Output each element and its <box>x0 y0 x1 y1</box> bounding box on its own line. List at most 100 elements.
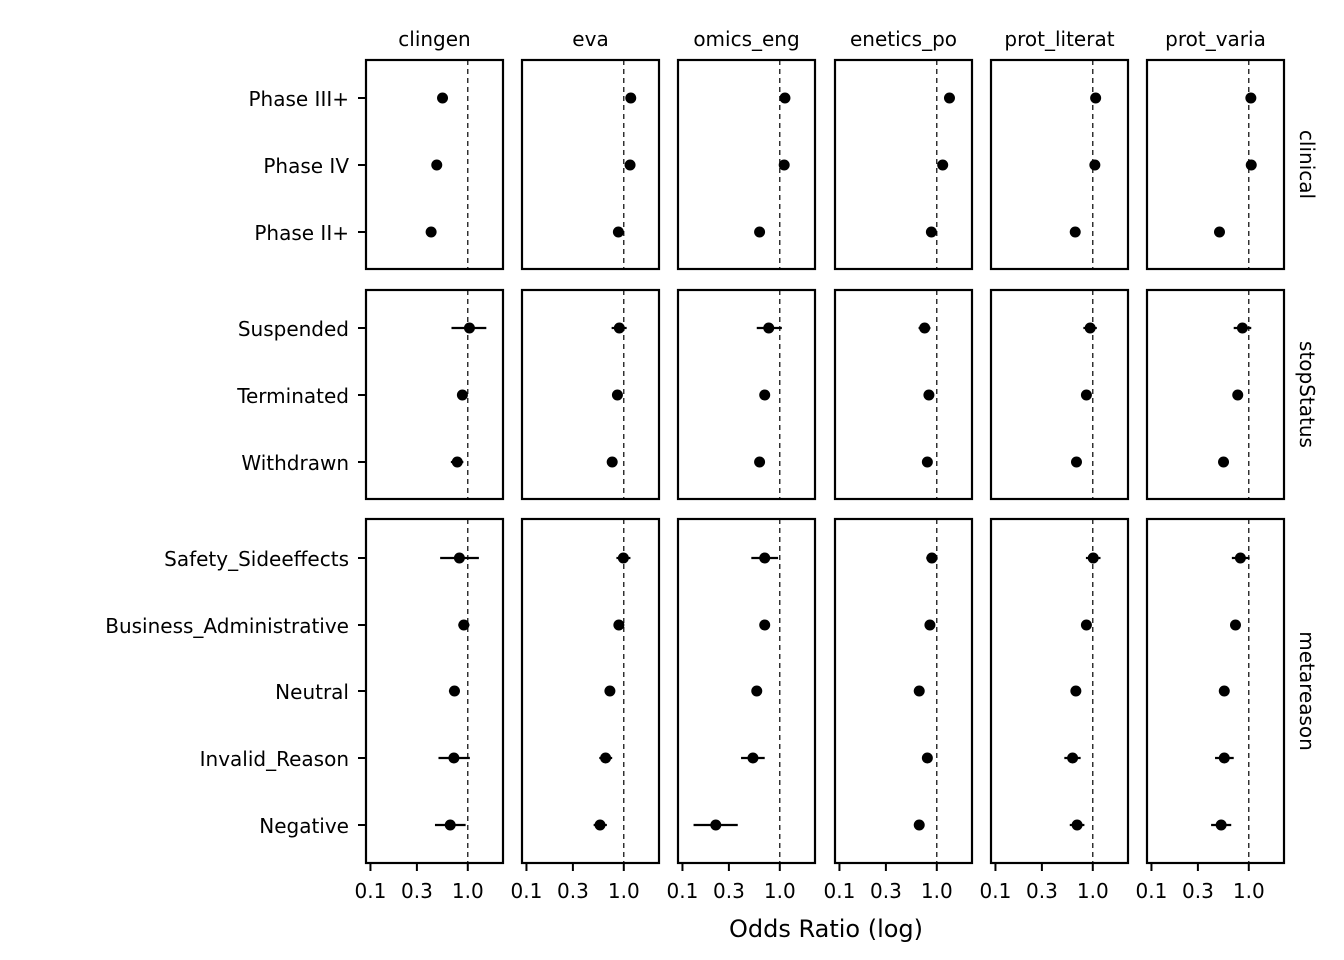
panel-metareason-genomics_eng <box>676 517 817 865</box>
panel-stopStatus-clingen <box>364 288 505 501</box>
point-estimate <box>1234 552 1246 564</box>
x-tick-label: 0.3 <box>1026 879 1058 903</box>
point-estimate <box>754 226 766 238</box>
point-estimate <box>1069 226 1081 238</box>
row-strip-label: metareason <box>1295 631 1319 751</box>
point-estimate <box>747 752 759 764</box>
point-estimate <box>937 159 949 171</box>
x-tick-label: 0.3 <box>870 879 902 903</box>
point-estimate <box>919 322 931 334</box>
point-estimate <box>779 92 791 104</box>
point-estimate <box>625 92 637 104</box>
panel-clinical-genomics_eng <box>676 58 817 271</box>
point-estimate <box>1245 92 1257 104</box>
point-estimate <box>431 159 443 171</box>
point-estimate <box>1067 752 1079 764</box>
x-tick-label: 0.3 <box>713 879 745 903</box>
y-tick-label: Invalid_Reason <box>200 747 349 771</box>
column-strip-label: eva <box>572 27 608 51</box>
x-tick-label: 1.0 <box>921 879 953 903</box>
panel-frame <box>1145 288 1286 501</box>
x-tick-label: 1.0 <box>764 879 796 903</box>
point-estimate <box>924 619 936 631</box>
y-tick-label: Phase II+ <box>254 221 349 245</box>
point-estimate <box>600 752 612 764</box>
x-tick-label: 0.3 <box>557 879 589 903</box>
y-tick-label: Phase IV <box>263 154 349 178</box>
panel-metareason-uniprot_literat <box>989 517 1130 865</box>
panel-stopStatus-genomics_eng <box>676 288 817 501</box>
point-estimate <box>458 619 470 631</box>
point-estimate <box>913 685 925 697</box>
point-estimate <box>594 819 606 831</box>
column-strip-label: prot_varia <box>1165 27 1266 51</box>
panel-metareason-uniprot_varia <box>1145 517 1286 865</box>
panel-clinical-uniprot_varia <box>1145 58 1286 271</box>
point-estimate <box>451 456 463 468</box>
panel-frame <box>364 517 505 865</box>
panel-frame <box>833 58 974 271</box>
x-tick-label: 1.0 <box>1077 879 1109 903</box>
point-estimate <box>606 456 618 468</box>
point-estimate <box>1229 619 1241 631</box>
row-strip-label: stopStatus <box>1295 341 1319 448</box>
point-estimate <box>751 685 763 697</box>
point-estimate <box>1080 389 1092 401</box>
point-estimate <box>613 619 625 631</box>
point-estimate <box>1089 159 1101 171</box>
point-estimate <box>613 322 625 334</box>
x-tick-label: 0.3 <box>1182 879 1214 903</box>
column-strip-label: enetics_po <box>850 27 957 51</box>
panel-frame <box>676 517 817 865</box>
x-tick-label: 0.1 <box>667 879 699 903</box>
point-estimate <box>1087 552 1099 564</box>
point-estimate <box>1245 159 1257 171</box>
y-tick-label: Safety_Sideeffects <box>164 547 349 571</box>
panel-frame <box>364 58 505 271</box>
point-estimate <box>1218 685 1230 697</box>
x-tick-label: 0.1 <box>824 879 856 903</box>
panel-frame <box>1145 517 1286 865</box>
point-estimate <box>611 389 623 401</box>
point-estimate <box>456 389 468 401</box>
panel-metareason-genetics_po <box>833 517 974 865</box>
x-tick-label: 0.1 <box>1136 879 1168 903</box>
panel-clinical-clingen <box>364 58 505 271</box>
y-tick-label: Suspended <box>238 317 349 341</box>
point-estimate <box>925 226 937 238</box>
point-estimate <box>425 226 437 238</box>
point-estimate <box>921 456 933 468</box>
x-tick-label: 0.1 <box>980 879 1012 903</box>
panel-frame <box>676 288 817 501</box>
x-tick-label: 0.1 <box>355 879 387 903</box>
y-tick-label: Terminated <box>236 384 349 408</box>
panel-frame <box>833 288 974 501</box>
point-estimate <box>444 819 456 831</box>
point-estimate <box>759 552 771 564</box>
facet-panels <box>358 58 1286 871</box>
point-estimate <box>913 819 925 831</box>
panel-stopStatus-uniprot_varia <box>1145 288 1286 501</box>
x-tick-label: 0.3 <box>401 879 433 903</box>
point-estimate <box>448 752 460 764</box>
panel-frame <box>676 58 817 271</box>
panel-clinical-uniprot_literat <box>989 58 1130 271</box>
point-estimate <box>754 456 766 468</box>
x-tick-label: 1.0 <box>608 879 640 903</box>
point-estimate <box>1084 322 1096 334</box>
y-tick-label: Withdrawn <box>241 451 349 475</box>
panel-metareason-clingen <box>364 517 505 865</box>
point-estimate <box>1213 226 1225 238</box>
point-estimate <box>1236 322 1248 334</box>
x-tick-label: 0.1 <box>511 879 543 903</box>
point-estimate <box>437 92 449 104</box>
panel-frame <box>989 58 1130 271</box>
point-estimate <box>1232 389 1244 401</box>
row-strip-label: clinical <box>1295 130 1319 199</box>
column-strip-label: clingen <box>398 27 470 51</box>
point-estimate <box>448 685 460 697</box>
panel-frame <box>364 288 505 501</box>
panel-frame <box>520 58 661 271</box>
point-estimate <box>453 552 465 564</box>
